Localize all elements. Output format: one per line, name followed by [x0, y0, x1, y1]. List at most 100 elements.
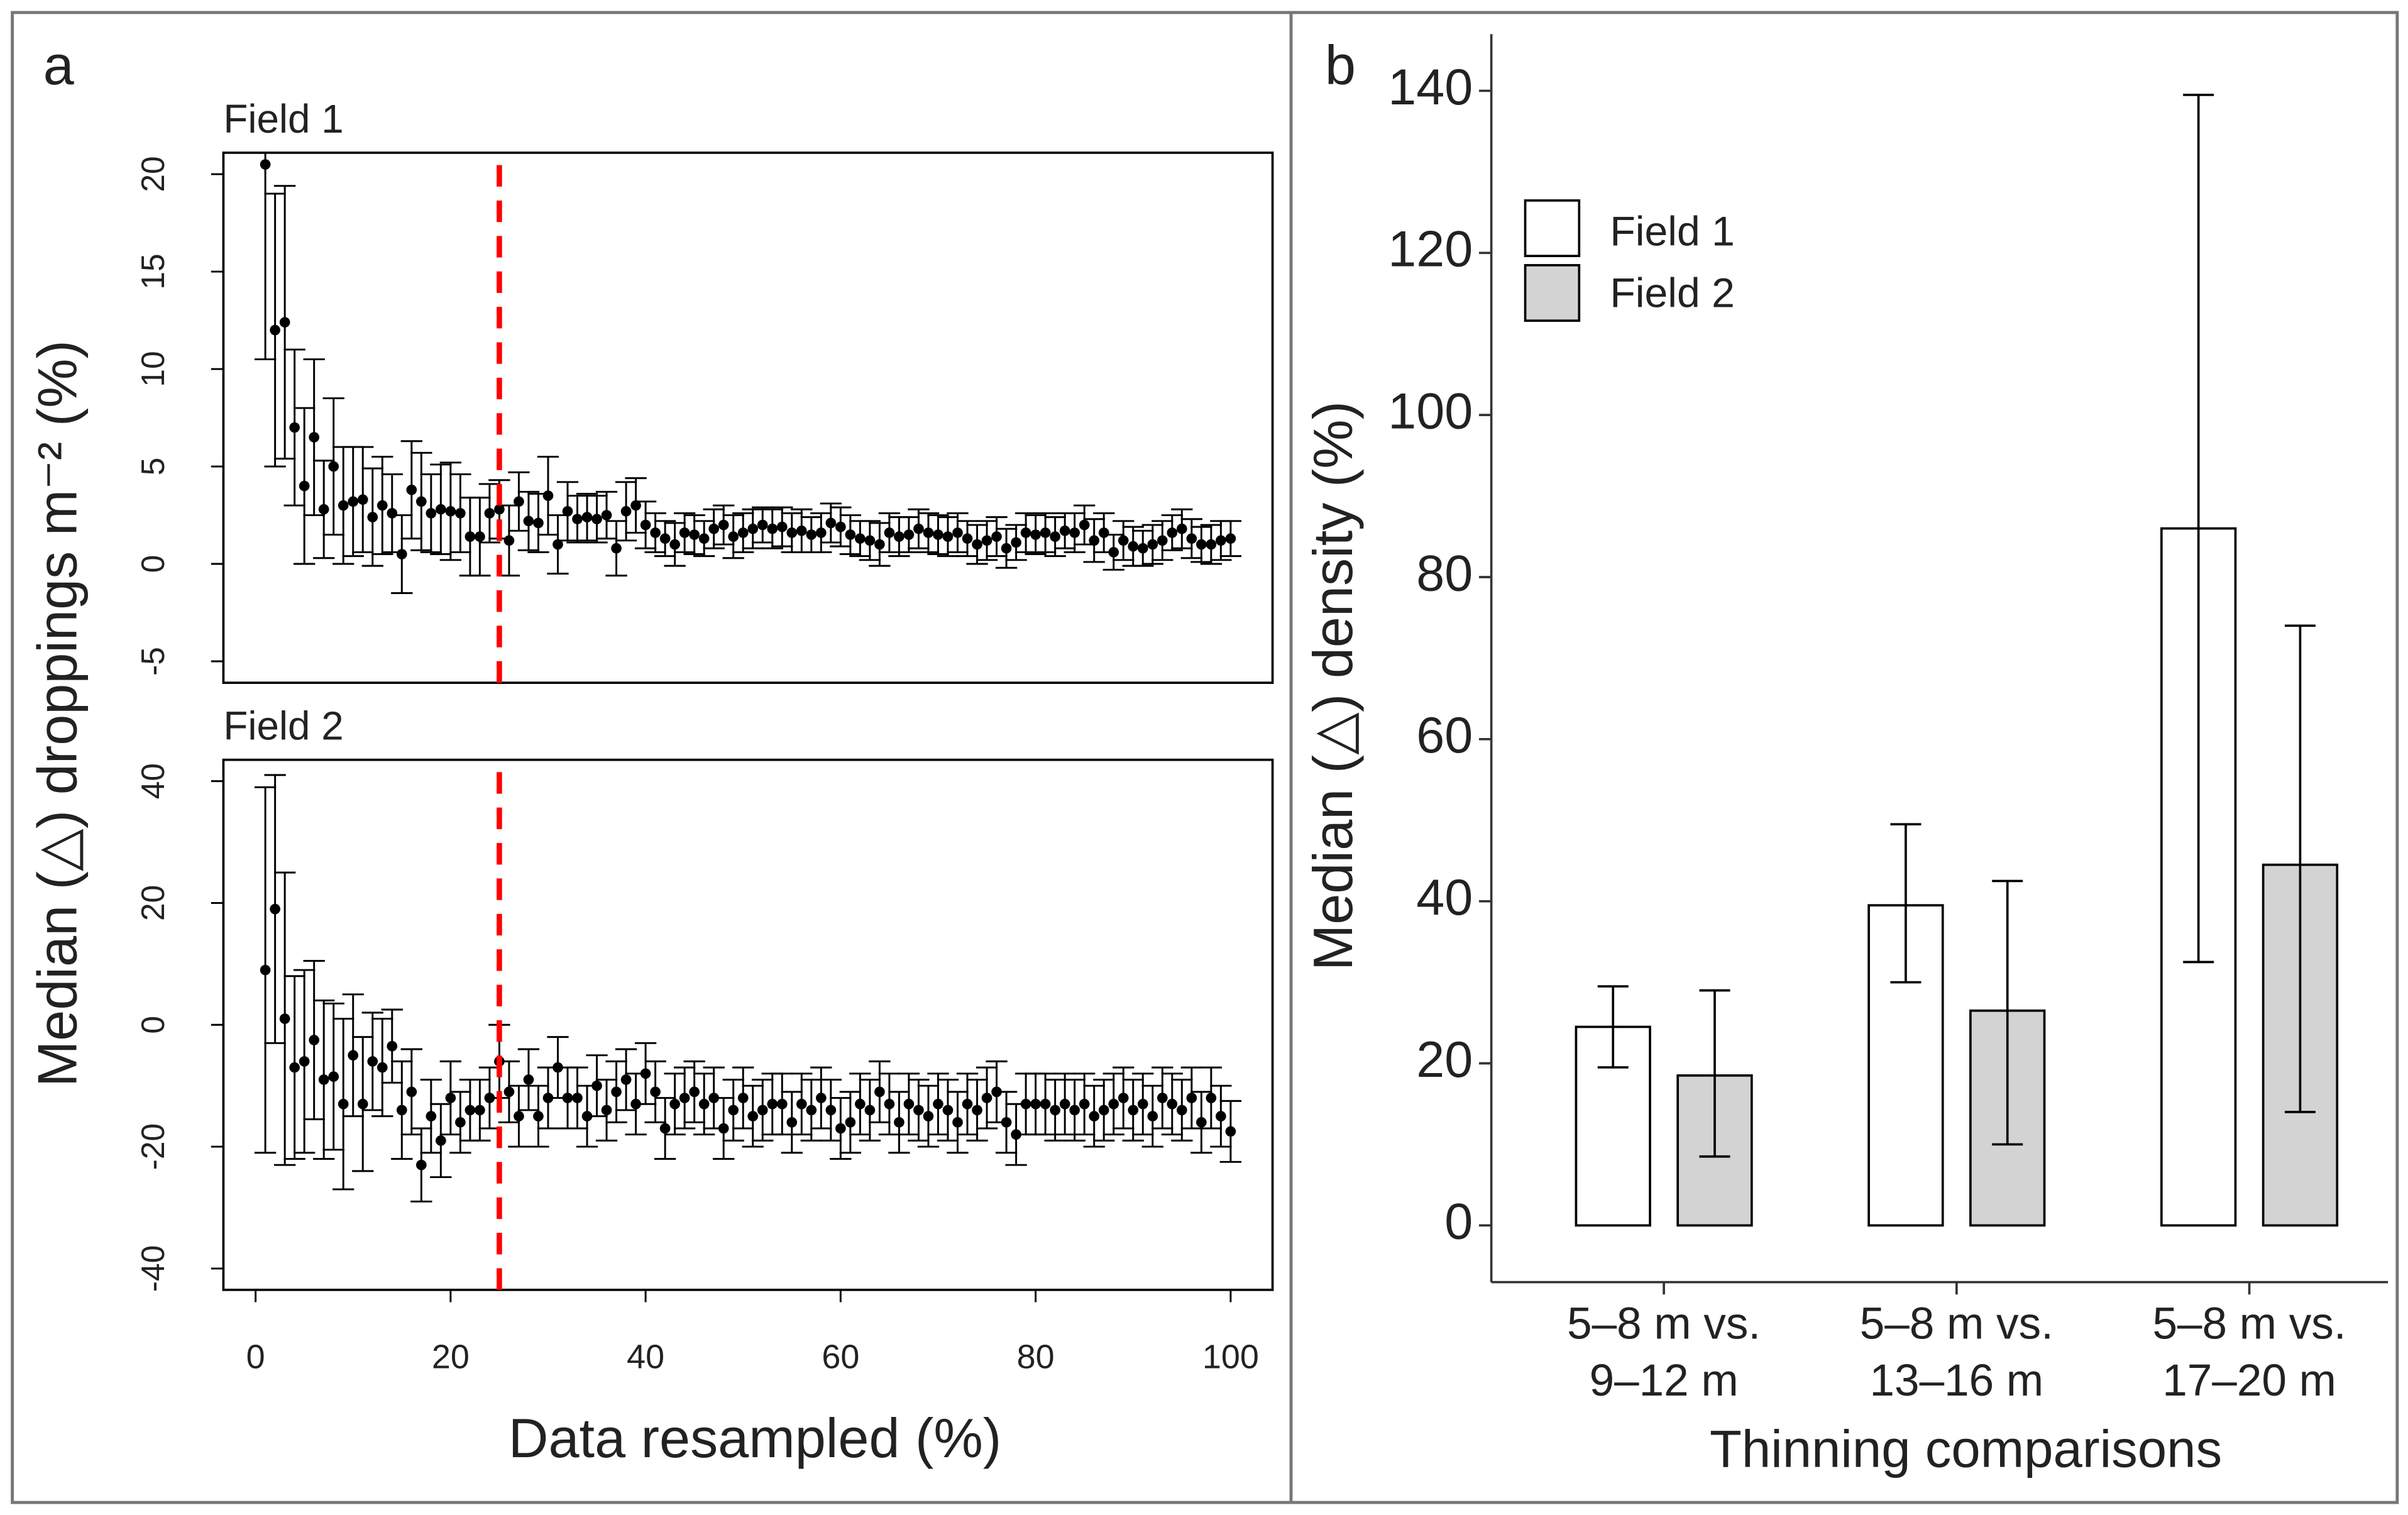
point — [1040, 527, 1051, 538]
point — [1137, 1098, 1148, 1110]
point — [679, 527, 690, 538]
y-tick-label: -5 — [135, 647, 171, 676]
point — [514, 1111, 524, 1121]
point — [611, 543, 622, 554]
point — [942, 1105, 954, 1116]
point — [796, 526, 807, 536]
x-axis-label: Thinning comparisons — [1710, 1420, 2222, 1479]
point — [581, 512, 593, 522]
point — [357, 494, 368, 505]
legend-label: Field 2 — [1610, 270, 1735, 316]
point — [465, 1105, 476, 1116]
x-tick-label: 5–8 m vs. — [1567, 1299, 1761, 1348]
point — [708, 523, 720, 534]
point — [669, 1098, 680, 1110]
y-tick-label: -20 — [135, 1123, 171, 1170]
point — [1098, 1105, 1109, 1116]
y-tick-label: 80 — [1416, 545, 1473, 602]
x-axis-label: Data resampled (%) — [509, 1407, 1001, 1469]
x-tick-label: 100 — [1202, 1338, 1259, 1375]
y-tick-label: 140 — [1388, 59, 1473, 116]
point — [1225, 533, 1236, 544]
point — [864, 535, 876, 546]
point — [894, 1116, 904, 1128]
point — [1157, 535, 1168, 546]
y-tick-label: 15 — [135, 253, 171, 289]
point — [923, 1111, 934, 1121]
point — [767, 1098, 778, 1110]
point — [611, 1086, 622, 1098]
point — [786, 527, 798, 538]
point — [835, 1123, 846, 1134]
point — [436, 504, 446, 515]
point — [630, 500, 641, 511]
point — [279, 1013, 290, 1024]
point — [776, 521, 788, 532]
point — [367, 512, 378, 522]
point — [825, 517, 837, 529]
point — [874, 539, 885, 550]
point — [445, 1093, 456, 1103]
point — [1089, 535, 1100, 546]
point — [650, 1086, 661, 1098]
point — [1098, 527, 1109, 538]
panel-label: b — [1325, 34, 1356, 96]
point — [533, 517, 544, 529]
point — [659, 1123, 671, 1134]
point — [903, 529, 915, 540]
point — [835, 521, 846, 532]
point — [991, 531, 1002, 542]
point — [913, 523, 924, 534]
point — [1167, 527, 1178, 538]
point — [309, 432, 320, 443]
point — [1030, 1098, 1041, 1110]
point — [260, 159, 271, 170]
point — [806, 529, 817, 540]
y-tick-label: 0 — [1444, 1194, 1473, 1250]
legend-swatch — [1524, 264, 1581, 322]
point — [981, 1093, 992, 1103]
point — [1108, 547, 1119, 558]
point — [1128, 1105, 1139, 1116]
point — [338, 1098, 349, 1110]
point — [1176, 1105, 1187, 1116]
y-tick-label: 60 — [1416, 707, 1473, 764]
point — [503, 535, 515, 546]
point — [669, 539, 680, 550]
point — [1108, 1098, 1119, 1110]
point — [698, 533, 710, 544]
point — [689, 529, 700, 540]
point — [503, 1086, 515, 1098]
y-tick-label: 120 — [1388, 221, 1473, 278]
point — [884, 527, 895, 538]
point — [1011, 537, 1021, 548]
x-tick-label: 13–16 m — [1870, 1356, 2044, 1406]
point — [776, 1098, 788, 1110]
point — [406, 484, 417, 495]
point — [1069, 527, 1080, 538]
x-tick-label: 20 — [432, 1338, 470, 1375]
point — [533, 1111, 544, 1121]
point — [396, 549, 407, 559]
point — [1118, 535, 1129, 546]
point — [913, 1105, 924, 1116]
point — [289, 422, 300, 433]
point — [737, 527, 749, 538]
x-tick-label: 9–12 m — [1590, 1356, 1739, 1406]
y-tick-label: 40 — [1416, 869, 1473, 926]
point — [874, 1086, 885, 1098]
point — [942, 531, 954, 542]
point — [1216, 535, 1226, 546]
plot-frame — [222, 758, 1274, 1291]
point — [415, 496, 427, 507]
point — [650, 527, 661, 538]
point — [484, 508, 495, 519]
point — [825, 1105, 837, 1116]
y-tick-label: 5 — [135, 458, 171, 476]
point — [981, 535, 992, 546]
plot-frame — [222, 152, 1274, 684]
point — [387, 1040, 398, 1052]
data-group — [254, 152, 1242, 595]
point — [1225, 1126, 1236, 1137]
point — [328, 1071, 339, 1082]
